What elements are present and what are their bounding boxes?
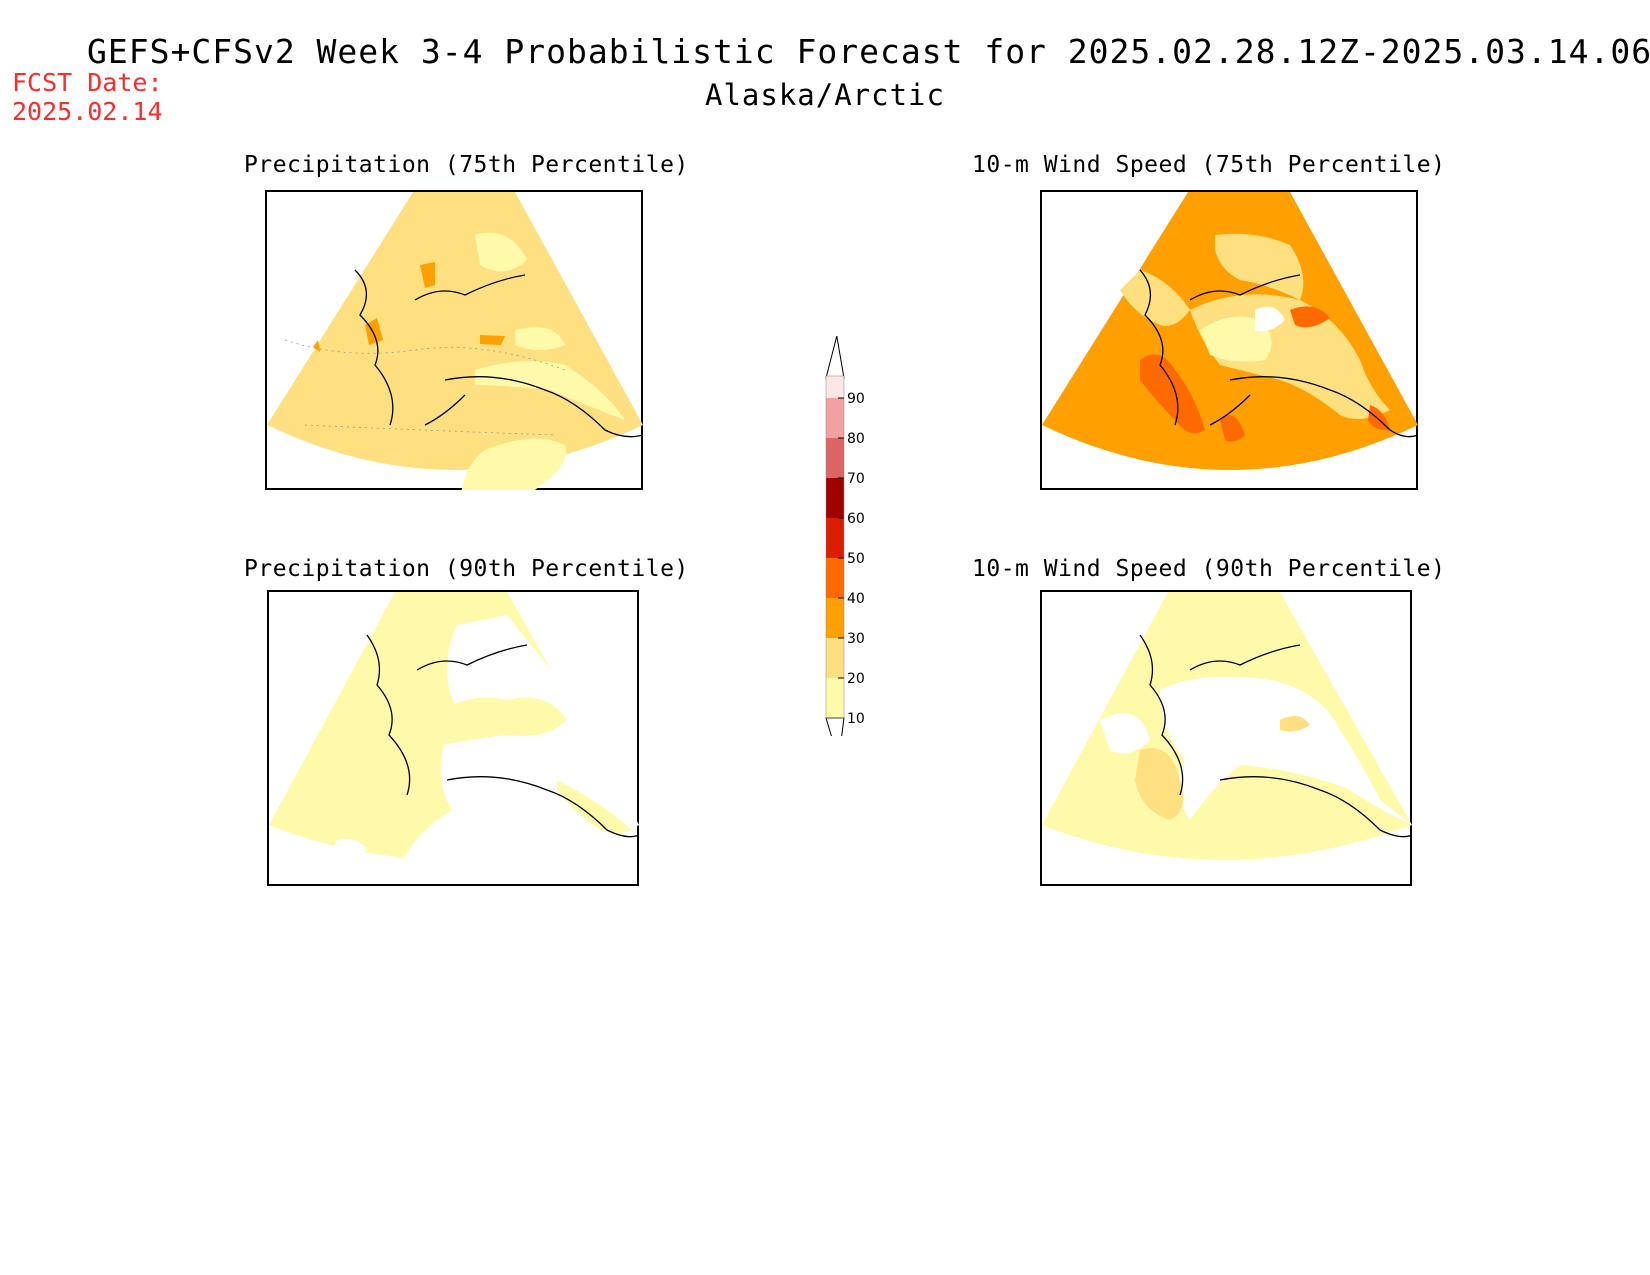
legend-label-40: 40 — [847, 591, 865, 607]
legend-label-80: 80 — [847, 431, 865, 447]
legend-swatch-50 — [826, 518, 844, 558]
panel-title-wind-75: 10-m Wind Speed (75th Percentile) — [972, 152, 1446, 178]
map-wind-75 — [1040, 190, 1418, 490]
forecast-date-label: FCST Date: — [12, 68, 163, 97]
page-title: GEFS+CFSv2 Week 3-4 Probabilistic Foreca… — [87, 32, 1650, 71]
legend-label-30: 30 — [847, 631, 865, 647]
map-precip-75 — [265, 190, 643, 490]
legend-label-50: 50 — [847, 551, 865, 567]
legend-frame — [825, 375, 845, 719]
legend-swatch-70 — [826, 438, 844, 478]
map-precip-90-svg — [267, 590, 639, 886]
map-wind-75-svg — [1040, 190, 1418, 490]
legend-swatch-10 — [826, 678, 844, 718]
legend-swatch-60 — [826, 478, 844, 518]
region-subtitle: Alaska/Arctic — [705, 78, 945, 112]
legend-swatch-90 — [826, 376, 844, 398]
panel-title-wind-90: 10-m Wind Speed (90th Percentile) — [972, 556, 1446, 582]
panel-title-precip-90: Precipitation (90th Percentile) — [244, 556, 689, 582]
legend-swatch-30 — [826, 598, 844, 638]
legend-swatch-80 — [826, 398, 844, 438]
color-legend-svg: 90 80 70 60 50 40 30 20 10 — [825, 335, 865, 761]
legend-label-90: 90 — [847, 391, 865, 407]
panel-title-precip-75: Precipitation (75th Percentile) — [244, 152, 689, 178]
forecast-date: FCST Date: 2025.02.14 — [12, 68, 163, 126]
legend-label-60: 60 — [847, 511, 865, 527]
legend-bottom-cap — [825, 717, 845, 761]
legend-label-10: 10 — [847, 711, 865, 727]
color-legend: 90 80 70 60 50 40 30 20 10 — [820, 335, 900, 761]
legend-label-70: 70 — [847, 471, 865, 487]
map-precip-90 — [267, 590, 639, 886]
forecast-date-value: 2025.02.14 — [12, 97, 163, 126]
map-wind-90-svg — [1040, 590, 1412, 886]
map-wind-90 — [1040, 590, 1412, 886]
legend-label-20: 20 — [847, 671, 865, 687]
legend-swatch-20 — [826, 638, 844, 678]
legend-swatch-40 — [826, 558, 844, 598]
map-precip-75-svg — [265, 190, 643, 490]
legend-top-cap — [825, 335, 845, 379]
